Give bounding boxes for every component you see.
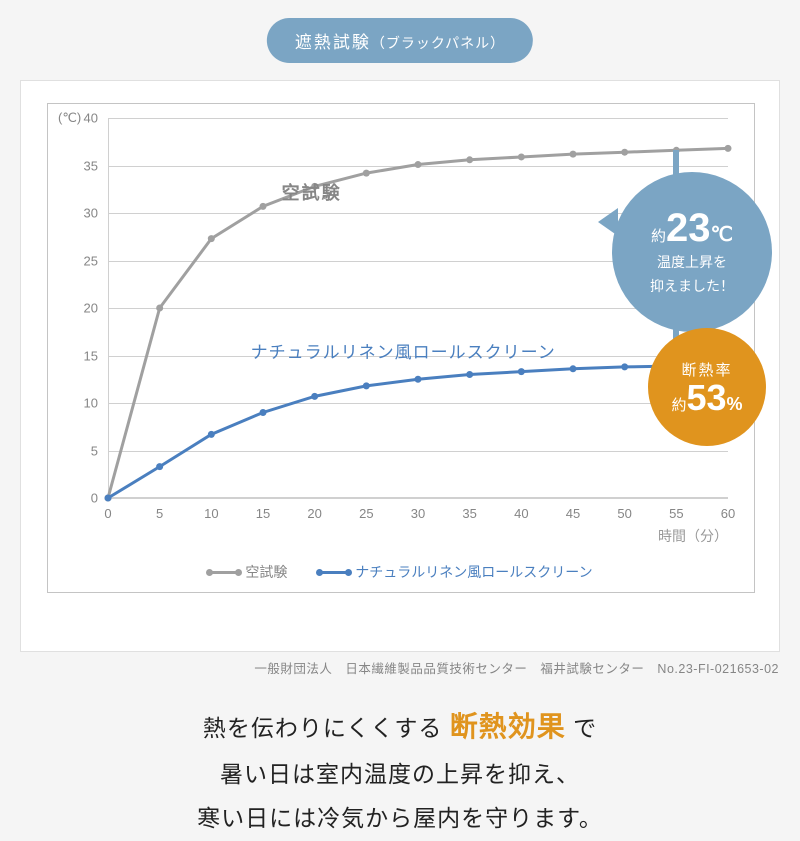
badge-prefix: 約 — [651, 228, 666, 245]
x-tick-label: 0 — [104, 506, 111, 521]
series-marker — [725, 145, 732, 152]
chart-frame: (℃) 時間（分） 0 5 10 15 20 25 30 35 40 0 5 10 15 20 25 30 35… — [47, 103, 755, 593]
copy-l2: 暑い日は室内温度の上昇を抑え、 — [0, 753, 800, 797]
y-tick-label: 0 — [91, 491, 98, 506]
badge-prefix: 約 — [671, 398, 686, 413]
series-marker — [311, 393, 318, 400]
y-tick-label: 15 — [84, 348, 98, 363]
y-tick-label: 5 — [91, 443, 98, 458]
y-tick-label: 25 — [84, 253, 98, 268]
series-marker — [156, 463, 163, 470]
x-tick-label: 15 — [256, 506, 270, 521]
legend-label: 空試験 — [245, 562, 287, 582]
gridline-h — [108, 498, 728, 499]
x-tick-label: 35 — [462, 506, 476, 521]
x-tick-label: 45 — [566, 506, 580, 521]
x-tick-label: 5 — [156, 506, 163, 521]
legend-label: ナチュラルリネン風ロールスクリーン — [355, 562, 592, 582]
series-marker — [208, 431, 215, 438]
badge-unit: % — [727, 395, 743, 413]
x-tick-label: 25 — [359, 506, 373, 521]
series-marker — [466, 156, 473, 163]
series-marker — [363, 382, 370, 389]
badge-unit: ℃ — [711, 224, 733, 246]
copy-l1b: で — [573, 715, 597, 741]
temperature-reduction-badge: 約23℃ 温度上昇を 抑えました！ — [612, 172, 772, 332]
title-sub: （ブラックパネル） — [371, 35, 505, 51]
badge-value: 23 — [666, 206, 711, 250]
y-axis-unit: (℃) — [58, 110, 81, 126]
y-tick-label: 30 — [84, 206, 98, 221]
x-tick-label: 50 — [617, 506, 631, 521]
series-marker — [260, 409, 267, 416]
description-copy: 熱を伝わりにくくする 断熱効果 で 暑い日は室内温度の上昇を抑え、 寒い日には冷… — [0, 700, 800, 841]
series-inline-label: 空試験 — [282, 179, 342, 205]
x-tick-label: 55 — [669, 506, 683, 521]
series-marker — [518, 368, 525, 375]
legend-swatch — [209, 571, 239, 574]
series-marker — [621, 363, 628, 370]
series-marker — [621, 149, 628, 156]
title-main: 遮熱試験 — [295, 33, 371, 52]
x-tick-label: 20 — [307, 506, 321, 521]
series-marker — [105, 495, 112, 502]
copy-l1a: 熱を伝わりにくくする — [203, 715, 443, 741]
y-tick-label: 10 — [84, 396, 98, 411]
legend-swatch — [319, 571, 349, 574]
badge-line2a: 温度上昇を — [657, 252, 727, 272]
copy-l3: 寒い日には冷気から屋内を守ります。 — [0, 797, 800, 841]
series-marker — [415, 161, 422, 168]
y-tick-label: 35 — [84, 158, 98, 173]
legend-item: ナチュラルリネン風ロールスクリーン — [319, 562, 592, 582]
chart-title-pill: 遮熱試験（ブラックパネル） — [267, 18, 533, 63]
series-marker — [363, 170, 370, 177]
badge-line2b: 抑えました！ — [650, 276, 734, 296]
series-marker — [415, 376, 422, 383]
x-tick-label: 60 — [721, 506, 735, 521]
series-inline-label: ナチュラルリネン風ロールスクリーン — [251, 338, 556, 363]
x-tick-label: 30 — [411, 506, 425, 521]
series-marker — [260, 203, 267, 210]
x-axis-title: 時間（分） — [658, 526, 728, 546]
series-marker — [518, 153, 525, 160]
series-marker — [570, 365, 577, 372]
y-tick-label: 40 — [84, 111, 98, 126]
series-marker — [570, 151, 577, 158]
series-marker — [208, 235, 215, 242]
series-line — [108, 365, 728, 498]
badge-value: 53 — [686, 380, 726, 416]
attribution-text: 一般財団法人 日本繊維製品品質技術センター 福井試験センター No.23-FI-… — [254, 658, 779, 677]
y-tick-label: 20 — [84, 301, 98, 316]
series-marker — [466, 371, 473, 378]
series-marker — [156, 305, 163, 312]
legend-item: 空試験 — [209, 562, 287, 582]
insulation-rate-badge: 断熱率 約53% — [648, 328, 766, 446]
copy-highlight: 断熱効果 — [450, 711, 566, 742]
x-tick-label: 40 — [514, 506, 528, 521]
legend: 空試験 ナチュラルリネン風ロールスクリーン — [48, 561, 754, 583]
x-tick-label: 10 — [204, 506, 218, 521]
